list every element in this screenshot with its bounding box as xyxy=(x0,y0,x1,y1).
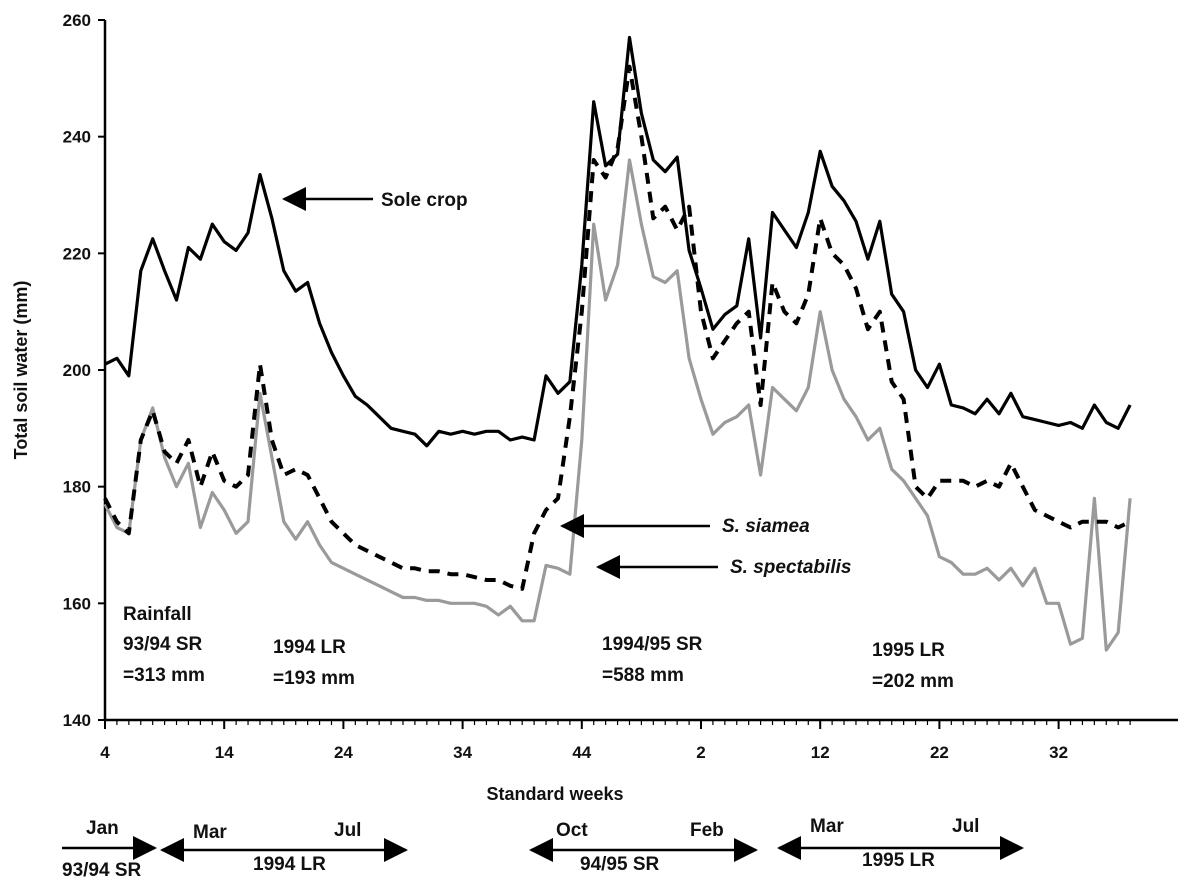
series-line-sole-crop xyxy=(104,35,1132,448)
sole-crop-label: Sole crop xyxy=(381,190,468,211)
y-axis-title: Total soil water (mm) xyxy=(11,281,31,460)
x-tick-label: 12 xyxy=(811,743,830,762)
timeline-mar-2: Mar xyxy=(810,816,844,837)
x-tick-label: 4 xyxy=(100,743,110,762)
rainfall-title: Rainfall xyxy=(123,604,192,625)
y-ticks: 140 160 180 200 220 240 260 xyxy=(63,11,105,730)
x-tick-label: 24 xyxy=(334,743,353,762)
rainfall-1995-lr: 1995 LR xyxy=(872,640,945,661)
rainfall-1994-lr-value: =193 mm xyxy=(273,668,355,689)
rainfall-1994-95-sr: 1994/95 SR xyxy=(602,634,703,655)
rainfall-1994-lr: 1994 LR xyxy=(273,637,346,658)
x-ticks: 4 14 24 34 44 2 12 22 32 xyxy=(100,720,1131,762)
x-tick-label: 2 xyxy=(696,743,705,762)
x-tick-label: 44 xyxy=(572,743,591,762)
x-tick-label: 34 xyxy=(453,743,472,762)
y-tick-label: 140 xyxy=(63,711,91,730)
timeline-94-95-sr: 94/95 SR xyxy=(580,854,659,875)
x-tick-label: 22 xyxy=(930,743,949,762)
timeline-1994-lr: 1994 LR xyxy=(253,854,326,875)
y-tick-label: 180 xyxy=(63,478,91,497)
siamea-label: S. siamea xyxy=(722,516,810,537)
timeline-93-94-sr: 93/94 SR xyxy=(62,860,141,881)
series-layer xyxy=(103,35,1132,652)
timeline-feb: Feb xyxy=(690,820,724,841)
series-line-s-spectabilis xyxy=(103,158,1132,652)
timeline-jan: Jan xyxy=(86,818,119,839)
x-tick-label: 14 xyxy=(215,743,234,762)
timeline-jul-2: Jul xyxy=(952,816,979,837)
rainfall-93-94-sr-value: =313 mm xyxy=(123,665,205,686)
rainfall-93-94-sr: 93/94 SR xyxy=(123,634,202,655)
y-tick-label: 240 xyxy=(63,128,91,147)
x-axis-title: Standard weeks xyxy=(486,784,623,804)
y-tick-label: 260 xyxy=(63,11,91,30)
y-tick-label: 220 xyxy=(63,244,91,263)
season-timeline: Jan 93/94 SR Mar Jul 1994 LR Oct Feb 94/… xyxy=(62,816,1024,881)
y-tick-label: 200 xyxy=(63,361,91,380)
y-tick-label: 160 xyxy=(63,594,91,613)
x-tick-label: 32 xyxy=(1049,743,1068,762)
rainfall-1994-95-sr-value: =588 mm xyxy=(602,665,684,686)
timeline-oct: Oct xyxy=(556,820,588,841)
timeline-1995-lr: 1995 LR xyxy=(862,850,935,871)
timeline-jul-1: Jul xyxy=(334,820,361,841)
timeline-mar-1: Mar xyxy=(193,822,227,843)
spectabilis-label: S. spectabilis xyxy=(730,557,851,578)
rainfall-1995-lr-value: =202 mm xyxy=(872,671,954,692)
